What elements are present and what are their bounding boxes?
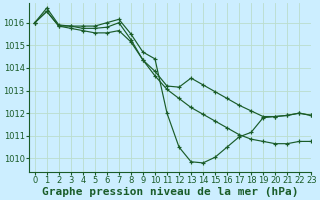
- X-axis label: Graphe pression niveau de la mer (hPa): Graphe pression niveau de la mer (hPa): [42, 186, 298, 197]
